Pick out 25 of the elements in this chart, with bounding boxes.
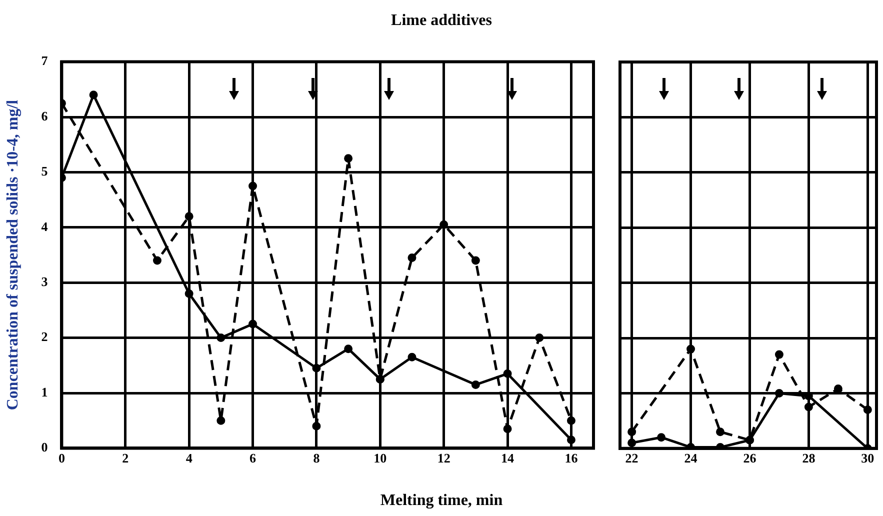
y-tick-label: 1 bbox=[41, 384, 48, 400]
x-tick-label: 14 bbox=[501, 450, 515, 466]
y-tick-label: 6 bbox=[41, 108, 48, 124]
x-tick-label: 22 bbox=[625, 450, 638, 466]
x-tick-label: 6 bbox=[250, 450, 257, 466]
y-tick-label: 0 bbox=[41, 440, 48, 455]
chart-title: Lime additives bbox=[390, 12, 493, 30]
x-axis-title: Melting time, min bbox=[379, 492, 504, 510]
x-tick-label: 4 bbox=[186, 450, 193, 466]
x-tick-label: 2 bbox=[122, 450, 129, 466]
y-tick-label: 2 bbox=[41, 329, 48, 344]
x-tick-label: 0 bbox=[58, 450, 65, 466]
x-tick-label: 30 bbox=[861, 450, 874, 466]
x-tick-label: 10 bbox=[374, 450, 387, 466]
x-tick-label: 26 bbox=[743, 450, 757, 466]
x-tick-label: 24 bbox=[684, 450, 698, 466]
y-axis-title: Concentration of suspended solids ·10-4, mg/l bbox=[4, 99, 22, 410]
y-tick-label: 7 bbox=[41, 53, 48, 68]
x-tick-label: 28 bbox=[802, 450, 816, 466]
y-tick-label: 3 bbox=[41, 274, 48, 289]
y-tick-label: 5 bbox=[41, 164, 48, 179]
x-tick-label: 16 bbox=[564, 450, 578, 466]
y-tick-label: 4 bbox=[41, 218, 48, 234]
x-tick-label: 8 bbox=[313, 450, 320, 466]
x-tick-label: 12 bbox=[437, 450, 450, 466]
